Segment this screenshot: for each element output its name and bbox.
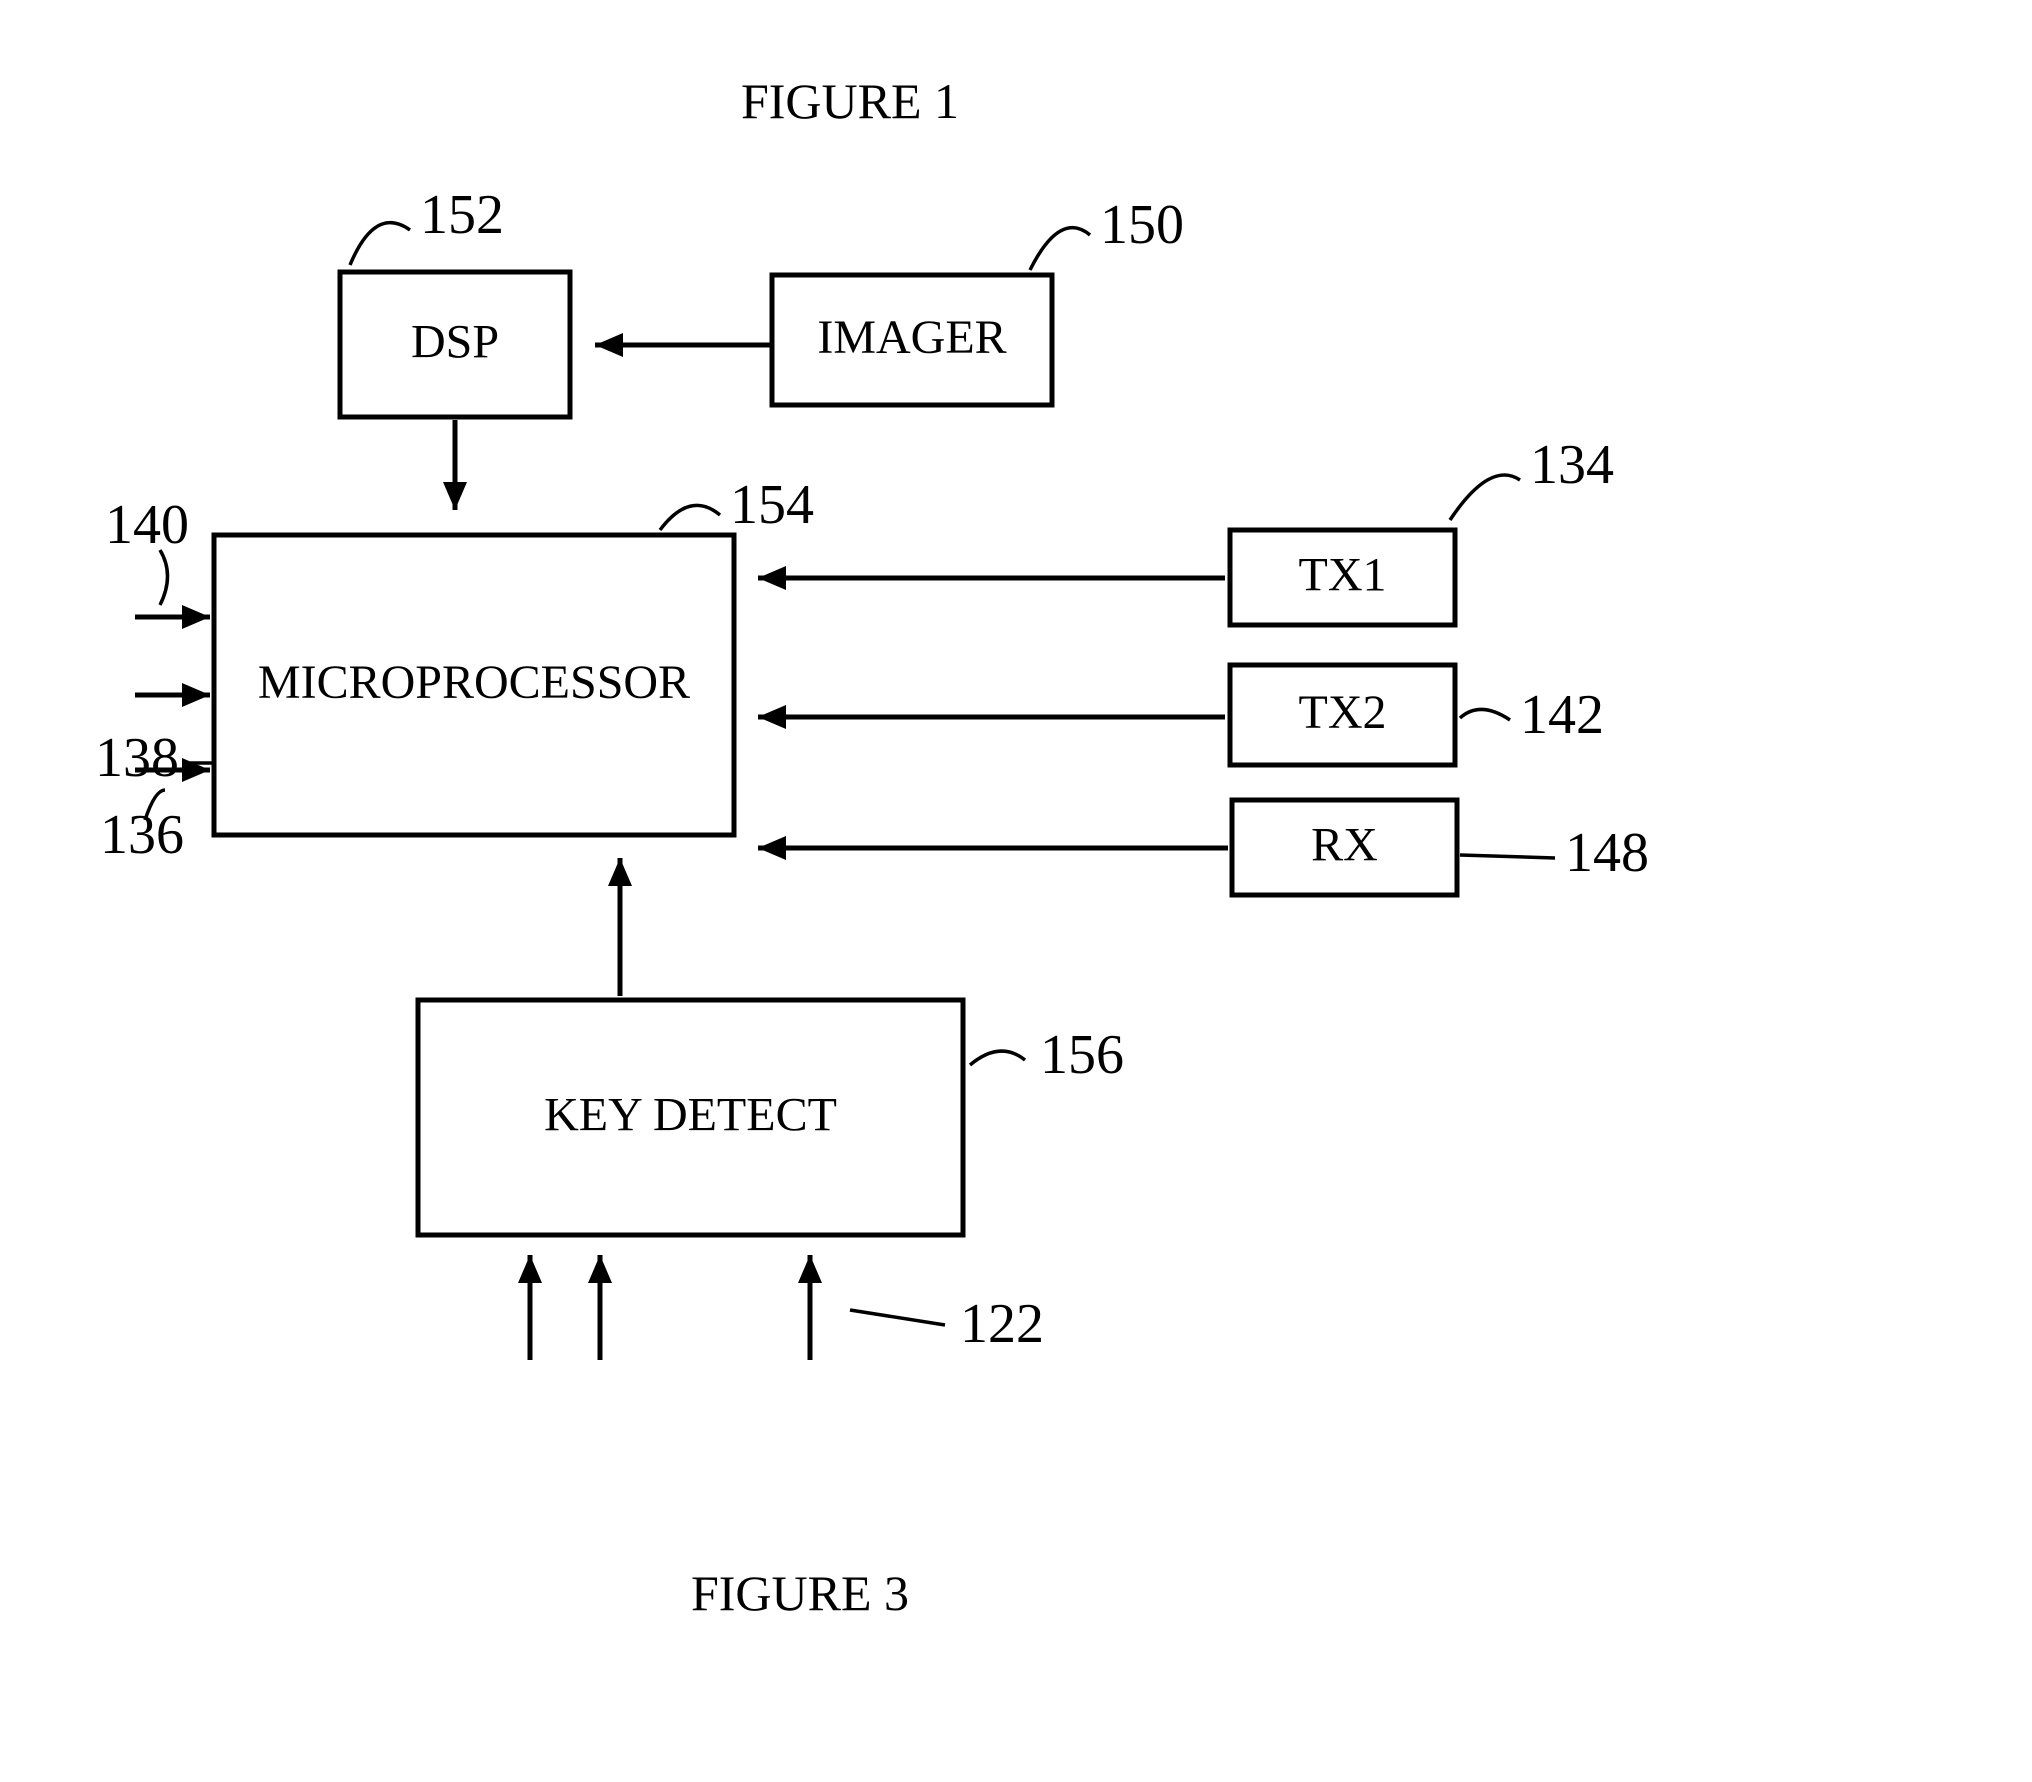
block-dsp: DSP [340, 272, 570, 417]
figure-title-bottom: FIGURE 3 [691, 1565, 909, 1621]
ref-142: 142 [1520, 684, 1604, 746]
block-imager: IMAGER [772, 275, 1052, 405]
leader-l154 [660, 505, 720, 530]
leader-l140 [160, 550, 168, 605]
block-tx1: TX1 [1230, 530, 1455, 625]
ref-122: 122 [960, 1293, 1044, 1355]
ref-150: 150 [1100, 194, 1184, 256]
block-key-detect-label: KEY DETECT [544, 1089, 837, 1142]
ref-154: 154 [730, 474, 814, 536]
figure-title-top: FIGURE 1 [741, 73, 959, 129]
block-diagram: FIGURE 1 FIGURE 3 DSP IMAGER MICROPROCES… [0, 0, 2032, 1782]
block-imager-label: IMAGER [817, 311, 1006, 364]
ref-134: 134 [1530, 434, 1614, 496]
leader-l150 [1030, 228, 1090, 270]
ref-156: 156 [1040, 1024, 1124, 1086]
block-key-detect: KEY DETECT [418, 1000, 963, 1235]
leader-l134 [1450, 475, 1520, 520]
block-tx2-label: TX2 [1299, 686, 1387, 739]
leader-l142 [1460, 709, 1510, 720]
ref-148: 148 [1565, 822, 1649, 884]
ref-136: 136 [100, 804, 184, 866]
ref-152: 152 [420, 184, 504, 246]
leader-l122 [850, 1310, 945, 1325]
block-microprocessor: MICROPROCESSOR [214, 535, 734, 835]
block-rx-label: RX [1311, 819, 1378, 872]
block-rx: RX [1232, 800, 1457, 895]
ref-138: 138 [95, 727, 179, 789]
block-tx1-label: TX1 [1299, 549, 1387, 602]
ref-140: 140 [105, 494, 189, 556]
block-tx2: TX2 [1230, 665, 1455, 765]
leader-l156 [970, 1051, 1025, 1065]
block-microprocessor-label: MICROPROCESSOR [258, 656, 690, 709]
leader-l148 [1460, 855, 1555, 858]
block-dsp-label: DSP [411, 316, 499, 369]
leader-l152 [350, 223, 410, 265]
